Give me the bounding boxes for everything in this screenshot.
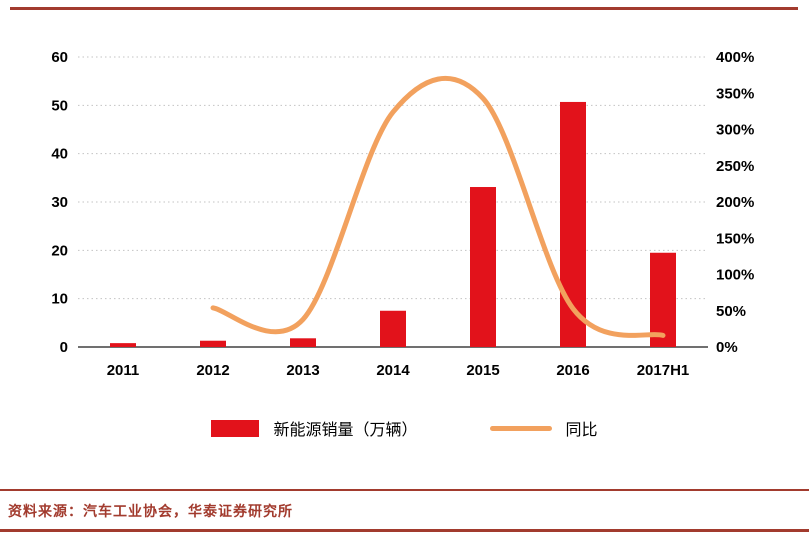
bar bbox=[470, 187, 496, 347]
source-divider-top bbox=[0, 489, 809, 491]
combo-chart: 0 10 20 30 40 50 60 0% 50% 100% 150% 200% 250% 300% 35… bbox=[51, 49, 754, 379]
svg-text:0%: 0% bbox=[716, 339, 738, 356]
svg-text:0: 0 bbox=[60, 339, 68, 356]
svg-text:400%: 400% bbox=[716, 49, 754, 66]
source-divider-bottom bbox=[0, 529, 809, 532]
svg-text:50%: 50% bbox=[716, 303, 746, 320]
bar bbox=[110, 343, 136, 347]
svg-text:40: 40 bbox=[51, 146, 68, 163]
bar-series bbox=[110, 101, 676, 347]
bar bbox=[290, 338, 316, 347]
bar bbox=[200, 340, 226, 347]
bar bbox=[380, 310, 406, 347]
svg-text:2013: 2013 bbox=[286, 362, 319, 379]
right-axis-labels: 0% 50% 100% 150% 200% 250% 300% 350% 400% bbox=[716, 49, 754, 356]
svg-text:350%: 350% bbox=[716, 85, 754, 102]
gridlines bbox=[78, 56, 708, 300]
svg-text:100%: 100% bbox=[716, 267, 754, 284]
svg-text:50: 50 bbox=[51, 97, 68, 114]
svg-text:300%: 300% bbox=[716, 122, 754, 139]
x-axis-labels: 2011 2012 2013 2014 2015 2016 2017H1 bbox=[107, 362, 690, 379]
top-divider bbox=[10, 7, 798, 10]
line-series-swatch bbox=[489, 425, 552, 431]
legend-item-bar-series: 新能源销量（万辆） bbox=[211, 416, 418, 440]
svg-text:200%: 200% bbox=[716, 194, 754, 211]
legend-item-line-series: 同比 bbox=[489, 416, 598, 440]
source-note: 资料来源：汽车工业协会，华泰证券研究所 bbox=[8, 503, 293, 519]
svg-text:2015: 2015 bbox=[466, 362, 499, 379]
line-series bbox=[210, 75, 666, 338]
svg-text:150%: 150% bbox=[716, 230, 754, 247]
svg-text:250%: 250% bbox=[716, 158, 754, 175]
bar-series-swatch bbox=[211, 419, 260, 437]
svg-text:2016: 2016 bbox=[556, 362, 589, 379]
svg-text:30: 30 bbox=[51, 194, 68, 211]
chart-legend: 新能源销量（万辆） 同比 bbox=[0, 416, 809, 440]
svg-text:2014: 2014 bbox=[376, 362, 410, 379]
svg-text:2012: 2012 bbox=[196, 362, 229, 379]
svg-text:2011: 2011 bbox=[107, 362, 140, 379]
bar-series-label: 新能源销量（万辆） bbox=[273, 422, 418, 439]
svg-text:20: 20 bbox=[51, 242, 68, 259]
line-series-label: 同比 bbox=[565, 422, 598, 439]
svg-text:10: 10 bbox=[51, 291, 68, 308]
svg-text:2017H1: 2017H1 bbox=[637, 362, 690, 379]
left-axis-labels: 0 10 20 30 40 50 60 bbox=[51, 49, 68, 356]
svg-text:60: 60 bbox=[51, 49, 68, 66]
bar bbox=[650, 252, 676, 347]
